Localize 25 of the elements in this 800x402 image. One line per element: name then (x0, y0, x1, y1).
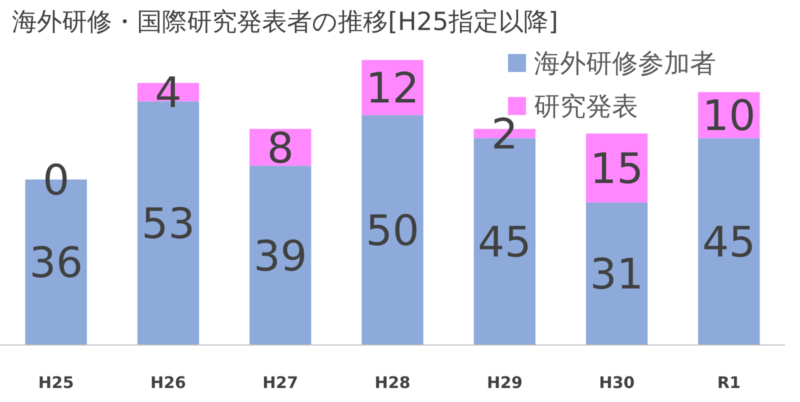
x-tick-label: H30 (598, 373, 635, 392)
legend-label: 研究発表 (534, 92, 638, 122)
bar (362, 115, 424, 345)
chart-title: 海外研修・国際研究発表者の推移[H25指定以降] (12, 7, 558, 36)
data-label: 10 (702, 91, 756, 140)
data-label: 15 (590, 144, 644, 193)
data-label: 36 (29, 238, 83, 288)
data-label: 8 (266, 123, 294, 172)
legend-label: 海外研修参加者 (534, 49, 716, 79)
x-tick-label: H29 (486, 373, 522, 392)
data-label: 31 (590, 250, 644, 299)
data-label: 12 (366, 64, 420, 113)
data-label: 53 (141, 199, 195, 248)
bar (250, 166, 312, 345)
x-tick-label: H28 (374, 373, 410, 392)
x-tick-label: H26 (150, 373, 186, 392)
bar (586, 202, 648, 345)
x-tick-label: R1 (717, 373, 741, 392)
bar (698, 138, 760, 345)
x-tick-label: H25 (38, 373, 74, 392)
data-label: 45 (702, 218, 756, 267)
data-label: 50 (366, 206, 420, 256)
x-tick-label: H27 (262, 373, 298, 392)
data-label: 45 (478, 218, 532, 267)
data-label: 39 (254, 231, 308, 280)
